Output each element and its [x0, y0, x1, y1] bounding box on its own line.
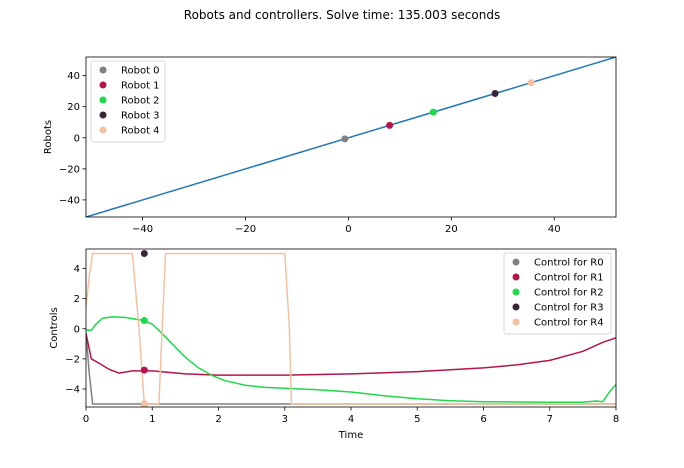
- robots-legend-label: Robot 4: [121, 126, 160, 137]
- controls-xtick-label: 8: [613, 414, 619, 425]
- robots-legend-label: Robot 3: [121, 111, 160, 122]
- robots-ytick-label: −20: [59, 164, 80, 175]
- robots-legend-label: Robot 2: [121, 96, 160, 107]
- robots-xtick-label: −20: [235, 224, 256, 235]
- controls-ytick-label: −4: [65, 384, 80, 395]
- controls-marker-1: [140, 366, 148, 374]
- controls-legend-swatch: [512, 273, 520, 281]
- controls-xtick-label: 1: [149, 414, 155, 425]
- controls-xtick-label: 4: [348, 414, 354, 425]
- robots-ytick-label: 20: [67, 102, 80, 113]
- controls-ytick-label: 2: [74, 294, 80, 305]
- controls-marker-2: [140, 316, 148, 324]
- robots-legend: Robot 0 Robot 1 Robot 2 Robot 3 Robot 4: [90, 60, 166, 143]
- controls-ytick-label: −2: [65, 354, 80, 365]
- figure-title: Robots and controllers. Solve time: 135.…: [184, 8, 500, 22]
- robots-ylabel: Robots: [43, 120, 54, 154]
- controls-legend-label: Control for R1: [534, 273, 604, 284]
- controls-ylabel: Controls: [49, 307, 60, 348]
- robots-ytick-label: 0: [74, 133, 80, 144]
- robots-point-4: [527, 79, 535, 87]
- robots-point-3: [491, 90, 499, 98]
- controls-legend-label: Control for R4: [534, 318, 604, 329]
- controls-xtick-label: 6: [480, 414, 486, 425]
- controls-legend-swatch: [512, 288, 520, 296]
- robots-legend-label: Robot 1: [121, 81, 160, 92]
- controls-xlabel: Time: [338, 430, 363, 441]
- robots-legend-label: Robot 0: [121, 66, 160, 77]
- controls-legend-label: Control for R3: [534, 303, 604, 314]
- robots-point-1: [386, 121, 394, 129]
- robots-point-0: [341, 135, 349, 143]
- controls-marker-4: [140, 400, 148, 407]
- controls-series-line-0: [86, 333, 616, 405]
- robots-xtick-label: 0: [345, 224, 351, 235]
- robots-trajectory-line: [86, 57, 616, 217]
- controls-xtick-label: 0: [83, 414, 89, 425]
- controls-legend: Control for R0 Control for R1 Control for …: [503, 252, 612, 335]
- robots-legend-swatch: [99, 111, 107, 119]
- controls-marker-3: [140, 250, 148, 258]
- controls-legend-swatch: [512, 303, 520, 311]
- controls-legend-label: Control for R2: [534, 288, 604, 299]
- robots-legend-box: [90, 60, 166, 143]
- controls-xtick-label: 3: [282, 414, 288, 425]
- robots-xtick-label: 40: [548, 224, 561, 235]
- controls-ytick-label: 4: [74, 264, 80, 275]
- controls-plot-area: 0 1 2 3 4 5 6 7 8 −4 −2 0 2 4 Controls Time Control f…: [49, 248, 619, 441]
- controls-series-line-2: [86, 315, 616, 403]
- robots-legend-swatch: [99, 126, 107, 134]
- controls-series-line-4: [86, 252, 616, 405]
- controls-series-line-1: [86, 333, 616, 376]
- robots-legend-swatch: [99, 66, 107, 74]
- controls-legend-box: [503, 252, 612, 335]
- controls-ytick-label: 0: [74, 324, 80, 335]
- robots-ytick-label: 40: [67, 71, 80, 82]
- robots-ytick-label: −40: [59, 195, 80, 206]
- controls-legend-swatch: [512, 258, 520, 266]
- robots-point-2: [429, 108, 437, 116]
- robots-legend-swatch: [99, 96, 107, 104]
- controls-xtick-label: 5: [414, 414, 420, 425]
- controls-xtick-label: 2: [215, 414, 221, 425]
- robots-axes-frame: [85, 56, 617, 218]
- robots-legend-swatch: [99, 81, 107, 89]
- controls-legend-label: Control for R0: [534, 258, 604, 269]
- controls-legend-swatch: [512, 318, 520, 326]
- robots-xtick-label: 20: [445, 224, 458, 235]
- robots-xtick-label: −40: [132, 224, 153, 235]
- controls-xtick-label: 7: [547, 414, 553, 425]
